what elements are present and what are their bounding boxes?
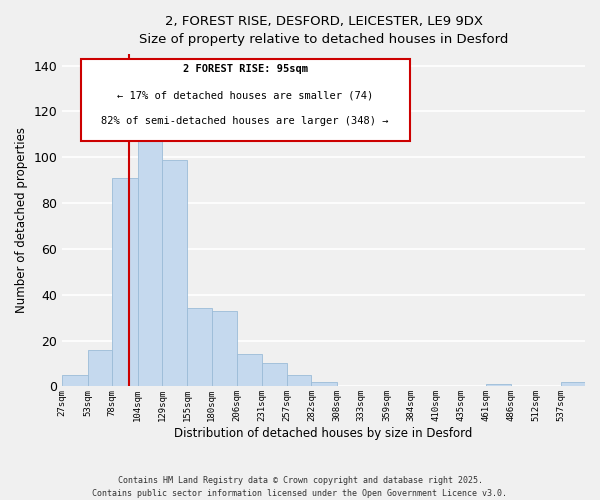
Bar xyxy=(187,308,212,386)
Text: 82% of semi-detached houses are larger (348) →: 82% of semi-detached houses are larger (… xyxy=(101,116,389,126)
X-axis label: Distribution of detached houses by size in Desford: Distribution of detached houses by size … xyxy=(175,427,473,440)
Bar xyxy=(88,350,112,387)
Title: 2, FOREST RISE, DESFORD, LEICESTER, LE9 9DX
Size of property relative to detache: 2, FOREST RISE, DESFORD, LEICESTER, LE9 … xyxy=(139,15,508,46)
Bar xyxy=(112,178,137,386)
Text: 2 FOREST RISE: 95sqm: 2 FOREST RISE: 95sqm xyxy=(183,64,308,74)
Text: ← 17% of detached houses are smaller (74): ← 17% of detached houses are smaller (74… xyxy=(117,90,373,101)
Bar xyxy=(287,375,311,386)
Bar xyxy=(262,364,287,386)
FancyBboxPatch shape xyxy=(80,59,410,140)
Text: Contains HM Land Registry data © Crown copyright and database right 2025.
Contai: Contains HM Land Registry data © Crown c… xyxy=(92,476,508,498)
Bar xyxy=(162,160,187,386)
Bar xyxy=(62,375,88,386)
Bar xyxy=(487,384,511,386)
Bar xyxy=(137,120,162,386)
Bar xyxy=(560,382,585,386)
Bar xyxy=(311,382,337,386)
Y-axis label: Number of detached properties: Number of detached properties xyxy=(15,128,28,314)
Bar xyxy=(212,311,237,386)
Bar xyxy=(237,354,262,386)
